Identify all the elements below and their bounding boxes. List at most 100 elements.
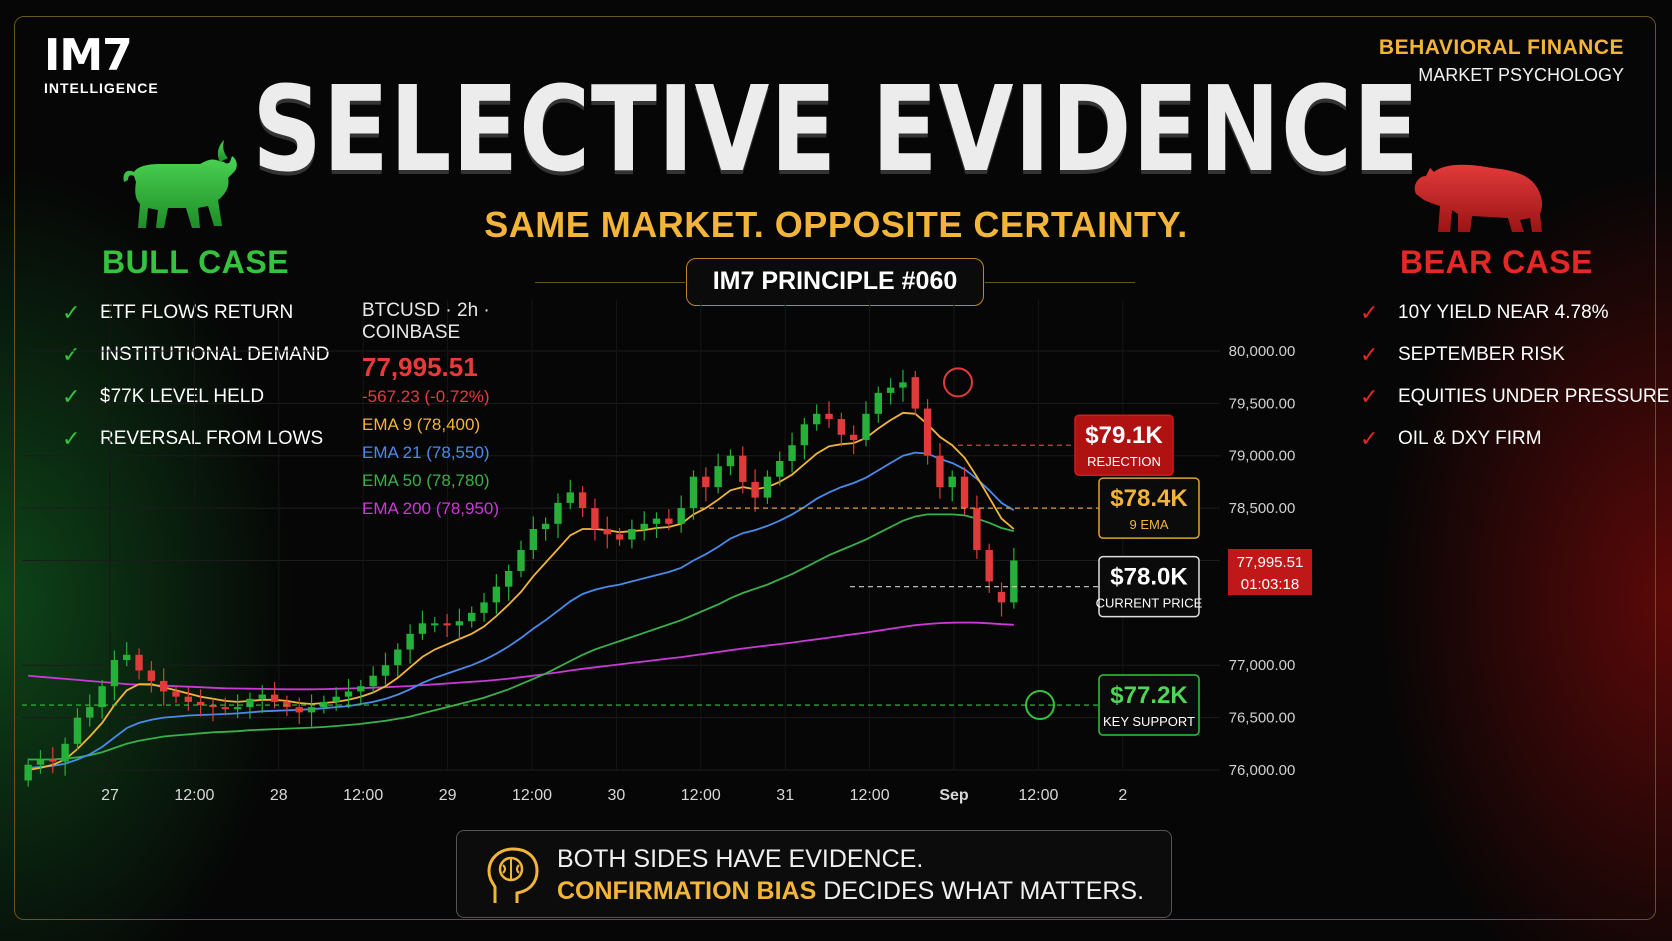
candle [973, 508, 981, 550]
annotation-box [1098, 674, 1200, 736]
list-item: ✓ ETF FLOWS RETURN [62, 292, 329, 334]
list-item: ✓ OIL & DXY FIRM [1360, 418, 1669, 460]
chart-symbol: BTCUSD · 2h · COINBASE [362, 300, 490, 343]
candle [702, 476, 710, 488]
annotation-label: KEY SUPPORT [1103, 714, 1195, 729]
x-tick-label: Sep [939, 787, 969, 804]
candle [98, 686, 106, 708]
legend-ema9: EMA 9 (78,400) [362, 415, 481, 434]
candle [529, 529, 538, 550]
annotation-label: CURRENT PRICE [1096, 596, 1203, 611]
legend-ema200: EMA 200 (78,950) [362, 499, 500, 518]
x-tick-label: 27 [101, 787, 119, 804]
candle [246, 698, 254, 708]
y-tick-label: 79,000.00 [1229, 448, 1296, 465]
candle [233, 707, 242, 710]
candle [776, 460, 784, 477]
candle [455, 621, 464, 626]
series-line-ema21 [28, 451, 1015, 769]
candle [196, 701, 205, 706]
candle [110, 660, 119, 687]
candle [726, 455, 735, 467]
candle [36, 759, 45, 765]
check-icon: ✓ [1360, 426, 1379, 451]
check-icon: ✓ [62, 384, 81, 409]
list-item-label: ETF FLOWS RETURN [100, 302, 294, 323]
bull-case-list: ✓ ETF FLOWS RETURN ✓ INSTITUTIONAL DEMAND … [62, 292, 329, 460]
list-item: ✓ $77K LEVEL HELD [62, 376, 329, 418]
candle [936, 455, 944, 488]
x-tick-label: 2 [1118, 787, 1127, 804]
check-icon: ✓ [62, 426, 81, 451]
logo-mark: IM7 [44, 30, 133, 81]
candle [960, 476, 969, 509]
annotation-value: $78.4K [1110, 485, 1188, 512]
x-tick-label: 29 [439, 787, 457, 804]
annotation-value: $79.1K [1085, 422, 1163, 449]
current-price-value: 77,995.51 [1237, 554, 1304, 571]
annotation-box [1098, 477, 1200, 539]
candle [566, 492, 574, 503]
candle [492, 586, 501, 603]
candle [295, 707, 303, 713]
candle [923, 408, 932, 456]
candle [172, 691, 180, 697]
candle [591, 508, 599, 530]
candle [837, 419, 846, 435]
candle [628, 529, 636, 540]
candle [825, 413, 833, 420]
current-price-timer: 01:03:18 [1241, 576, 1299, 593]
candle [73, 717, 82, 744]
candle [24, 764, 32, 781]
candle [948, 476, 956, 488]
candle [714, 466, 722, 488]
candle [1010, 560, 1018, 603]
category-line1: BEHAVIORAL FINANCE [1378, 36, 1624, 59]
y-tick-label: 76,000.00 [1229, 762, 1296, 779]
candle [147, 670, 156, 681]
candle [763, 476, 772, 498]
candle [751, 481, 759, 498]
category-label: BEHAVIORAL FINANCE MARKET PSYCHOLOGY [1379, 36, 1624, 86]
bear-icon [1414, 164, 1543, 232]
takeaway-box: BOTH SIDES HAVE EVIDENCE. CONFIRMATION B… [456, 830, 1172, 918]
candle [862, 413, 870, 440]
brand-logo: IM7 INTELLIGENCE [44, 30, 159, 97]
candle [61, 743, 69, 762]
takeaway-line2: CONFIRMATION BIAS DECIDES WHAT MATTERS. [557, 877, 1144, 906]
bull-case-title: BULL CASE [102, 244, 290, 280]
candle [615, 534, 624, 540]
bear-case-list: ✓ 10Y YIELD NEAR 4.78% ✓ SEPTEMBER RISK ✓ E… [1360, 292, 1669, 460]
candle [985, 550, 993, 582]
candle [578, 492, 587, 509]
chart-legend: BTCUSD · 2h · COINBASE 77,995.51 -567.23… [362, 300, 532, 519]
x-tick-label: 12:00 [1018, 787, 1058, 804]
list-item: ✓ EQUITIES UNDER PRESSURE [1360, 376, 1669, 418]
list-item: ✓ INSTITUTIONAL DEMAND [62, 334, 329, 376]
series-line-ema9 [28, 411, 1015, 771]
bear-case-title: BEAR CASE [1400, 244, 1593, 280]
candle [123, 654, 131, 660]
candle [504, 570, 513, 587]
takeaway-highlight: CONFIRMATION BIAS [557, 877, 817, 905]
list-item-label: SEPTEMBER RISK [1398, 344, 1565, 365]
support-marker [1025, 690, 1055, 721]
annotation-value: $78.0K [1110, 564, 1188, 591]
rejection-marker [943, 367, 973, 398]
candle [603, 529, 611, 535]
x-tick-label: 12:00 [512, 787, 552, 804]
candle [49, 759, 57, 762]
candle [431, 623, 439, 626]
main-subtitle: SAME MARKET. OPPOSITE CERTAINTY. [484, 204, 1188, 245]
annotation-box [1098, 555, 1200, 618]
list-item-label: $77K LEVEL HELD [100, 386, 265, 407]
y-tick-label: 78,500.00 [1229, 500, 1296, 517]
candle [911, 377, 919, 409]
candle [788, 445, 796, 461]
candle [886, 387, 895, 393]
candle [517, 550, 525, 571]
x-tick-label: 31 [776, 787, 794, 804]
annotation-box [1074, 414, 1174, 476]
